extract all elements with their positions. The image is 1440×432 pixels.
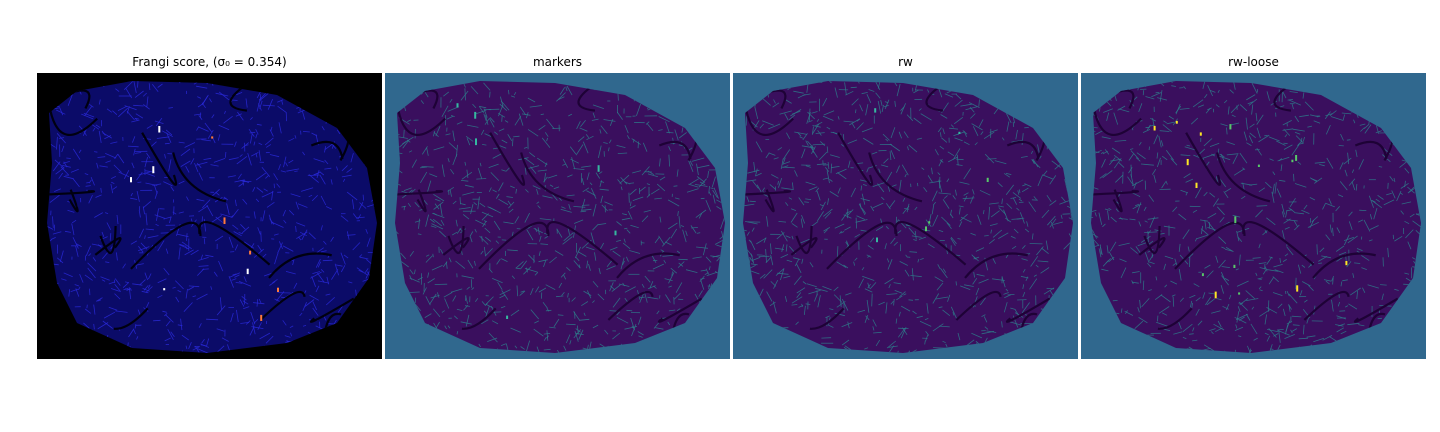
panel-title-rw-loose: rw-loose [1228, 55, 1279, 69]
tissue-blob [47, 81, 377, 353]
rw-image [733, 73, 1078, 359]
frangi-image [37, 73, 382, 359]
panel-frangi-score [37, 73, 382, 359]
markers-image [385, 73, 730, 359]
panel-title-rw: rw [898, 55, 913, 69]
panel-rw-loose [1081, 73, 1426, 359]
rw-loose-image [1081, 73, 1426, 359]
panel-title-markers: markers [532, 55, 583, 69]
vessel-texture [743, 81, 1073, 353]
panel-rw [733, 73, 1078, 359]
tissue-blob [743, 81, 1073, 353]
panel-title-frangi: Frangi score, (σ₀ = 0.354) [132, 55, 287, 69]
panel-markers [385, 73, 730, 359]
